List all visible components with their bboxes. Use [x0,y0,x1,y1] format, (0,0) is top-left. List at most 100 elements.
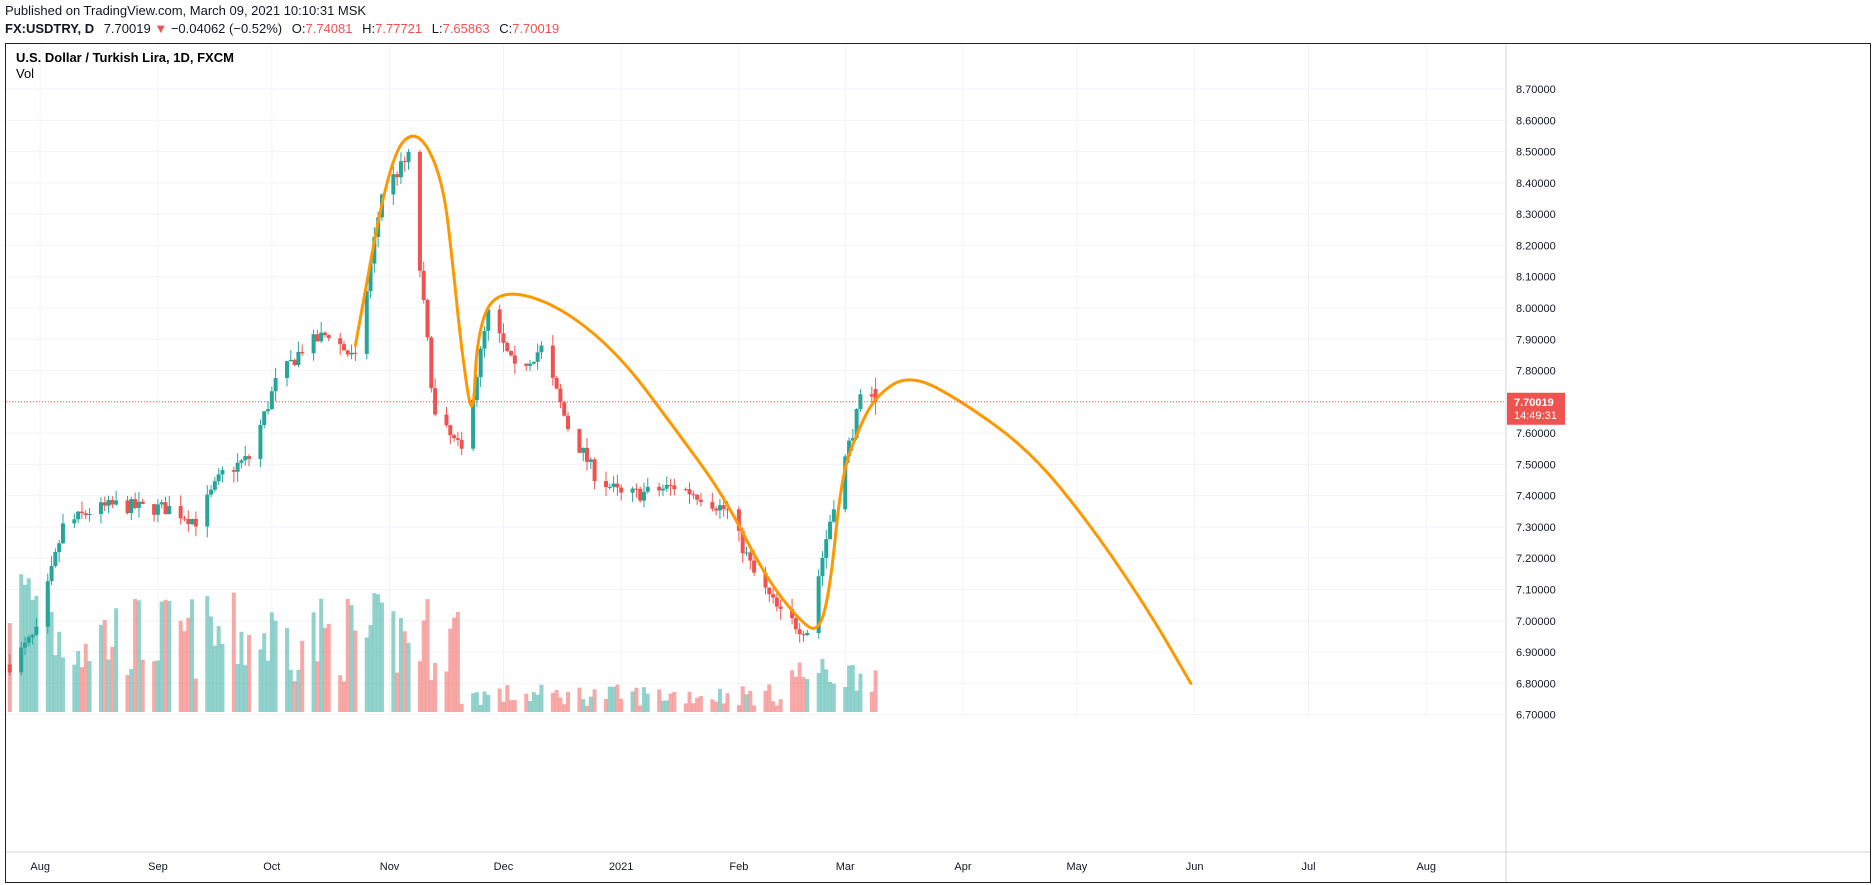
candle [300,344,305,356]
candle [683,487,688,492]
candle [87,508,92,522]
volume-bar [604,699,608,712]
freehand-annotation[interactable] [353,134,1193,685]
candle [296,341,301,368]
volume-bar [505,685,510,712]
candle [262,411,267,429]
volume-bar [455,612,460,712]
volume-bar [311,612,316,712]
candle [767,587,772,602]
volume-bar [163,599,168,712]
candle [820,551,825,587]
volume-bar [247,635,252,712]
candle [562,400,567,417]
candle [30,634,35,645]
candle [748,550,753,570]
volume-bar [539,684,544,712]
volume-bar [349,605,354,712]
volume-label: Vol [16,66,34,81]
volume-bar [57,631,62,712]
candle [152,504,157,522]
candle [535,343,540,370]
candle [687,482,692,504]
candle [657,482,662,497]
candle [512,345,517,375]
volume-bar [220,643,225,712]
candle [497,304,502,343]
candle [76,511,81,524]
candle [793,615,798,635]
volume-bar [216,626,221,712]
symbol-name[interactable]: FX:USDTRY, D [5,21,95,36]
candle [505,341,510,353]
volume-bar [869,691,874,712]
volume-bar [231,592,236,712]
volume-bar [607,686,612,712]
volume-bar [790,670,795,712]
volume-bar [300,640,305,712]
x-tick-label: Feb [729,861,748,873]
candle [319,321,324,343]
y-tick-label: 8.30000 [1516,209,1556,221]
candle [292,358,297,366]
candle [455,432,460,447]
volume-bar [140,659,145,712]
candle [660,484,665,496]
y-tick-label: 7.10000 [1516,584,1556,596]
candle [266,401,271,415]
axes: 8.70000 8.60000 8.50000 8.40000 8.30000 8.200… [6,44,1870,882]
volume-bar [262,633,267,712]
volume-bar [721,703,726,712]
candle [209,485,214,498]
y-tick-label: 6.90000 [1516,647,1556,659]
volume-bar [288,669,293,712]
candle [98,497,103,524]
volume-bar [687,691,692,712]
candle [273,367,278,402]
close-label: C: [499,21,513,36]
y-tick-label: 7.30000 [1516,522,1556,534]
volume-bar [501,701,506,712]
candle [873,377,878,415]
candle [577,428,582,453]
y-tick-label: 7.90000 [1516,334,1556,346]
volume-bar [744,694,749,712]
volume-bar [125,674,130,712]
price-chart[interactable]: 8.70000 8.60000 8.50000 8.40000 8.30000 8.200… [6,44,1870,882]
candle [524,363,529,372]
volume-bar [159,601,164,712]
candle [641,482,646,508]
volume-bar [478,704,483,712]
chart-frame[interactable]: 8.70000 8.60000 8.50000 8.40000 8.30000 8.200… [5,43,1871,883]
volume-bar [402,631,407,712]
candle [398,152,403,185]
x-tick-label: Aug [30,861,50,873]
volume-bar [531,692,536,712]
volume-bar [155,660,160,712]
candle [159,499,164,509]
volume-bar [433,662,438,712]
volume-bar [752,705,757,712]
volume-bar [152,661,157,712]
volume-bar [110,646,115,712]
volume-bar [664,700,669,712]
x-tick-label: Sep [148,861,168,873]
volume-bar [714,701,719,712]
candle [235,453,240,482]
volume-bar [133,599,138,712]
candle [710,492,715,512]
candle [805,629,810,636]
volume-bar [873,670,878,712]
x-tick-label: Aug [1416,861,1436,873]
candle [391,166,396,205]
candle [349,344,354,360]
y-tick-label: 6.80000 [1516,678,1556,690]
volume-bar [805,679,810,712]
volume-bar [588,696,593,712]
volume-bar [482,691,487,712]
candle [645,477,650,495]
candle [79,501,84,519]
annotation-curve[interactable] [353,134,1193,685]
candle [129,496,134,520]
candle [452,433,457,442]
